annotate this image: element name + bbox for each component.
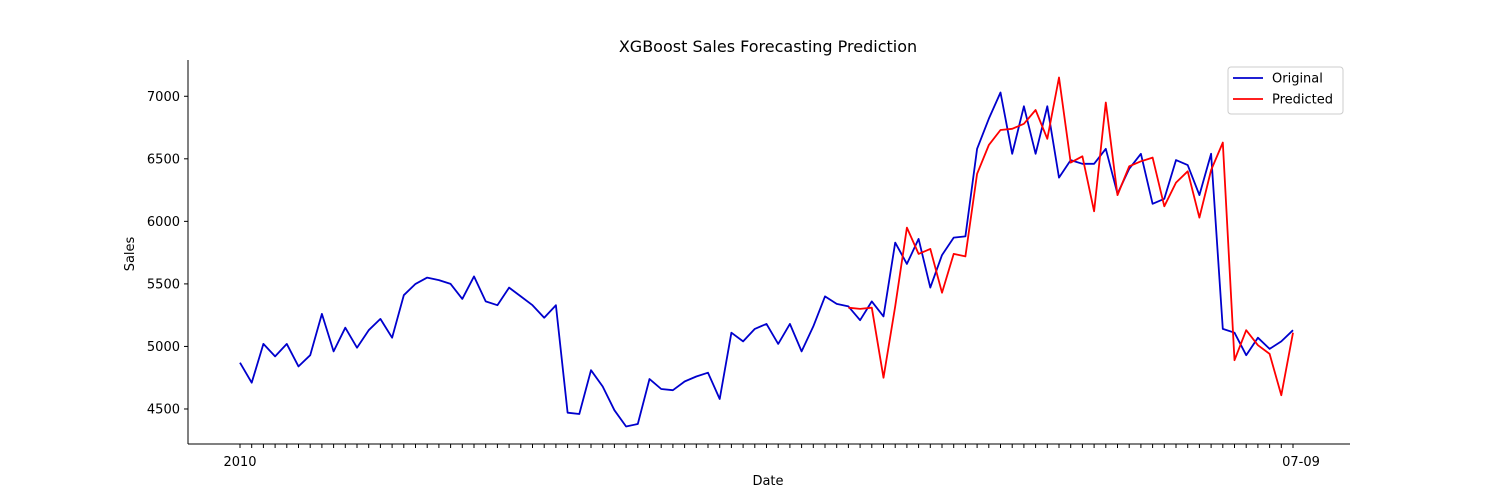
legend-label-original: Original — [1272, 72, 1323, 87]
y-tick-label: 7000 — [147, 90, 180, 105]
x-tick-label-first: 2010 — [223, 455, 256, 470]
x-axis-label: Date — [752, 474, 783, 489]
y-tick-label: 4500 — [147, 402, 180, 417]
y-axis-label: Sales — [123, 236, 138, 271]
legend-label-predicted: Predicted — [1272, 93, 1333, 108]
x-tick-label-last: 07-09 — [1282, 455, 1320, 470]
y-tick-label: 5000 — [147, 340, 180, 355]
y-axis-ticks: 4500 5000 5500 6000 6500 7000 — [147, 90, 188, 417]
series-line-original — [239, 91, 1294, 428]
y-tick-label: 6500 — [147, 152, 180, 167]
axes — [187, 60, 1350, 445]
y-tick-label: 5500 — [147, 277, 180, 292]
x-axis-ticks: 2010 07-09 — [223, 444, 1320, 470]
chart-title: XGBoost Sales Forecasting Prediction — [619, 37, 917, 56]
series-line-predicted — [848, 76, 1294, 397]
y-tick-label: 6000 — [147, 215, 180, 230]
series-layer — [239, 76, 1294, 428]
legend: Original Predicted — [1227, 66, 1344, 115]
